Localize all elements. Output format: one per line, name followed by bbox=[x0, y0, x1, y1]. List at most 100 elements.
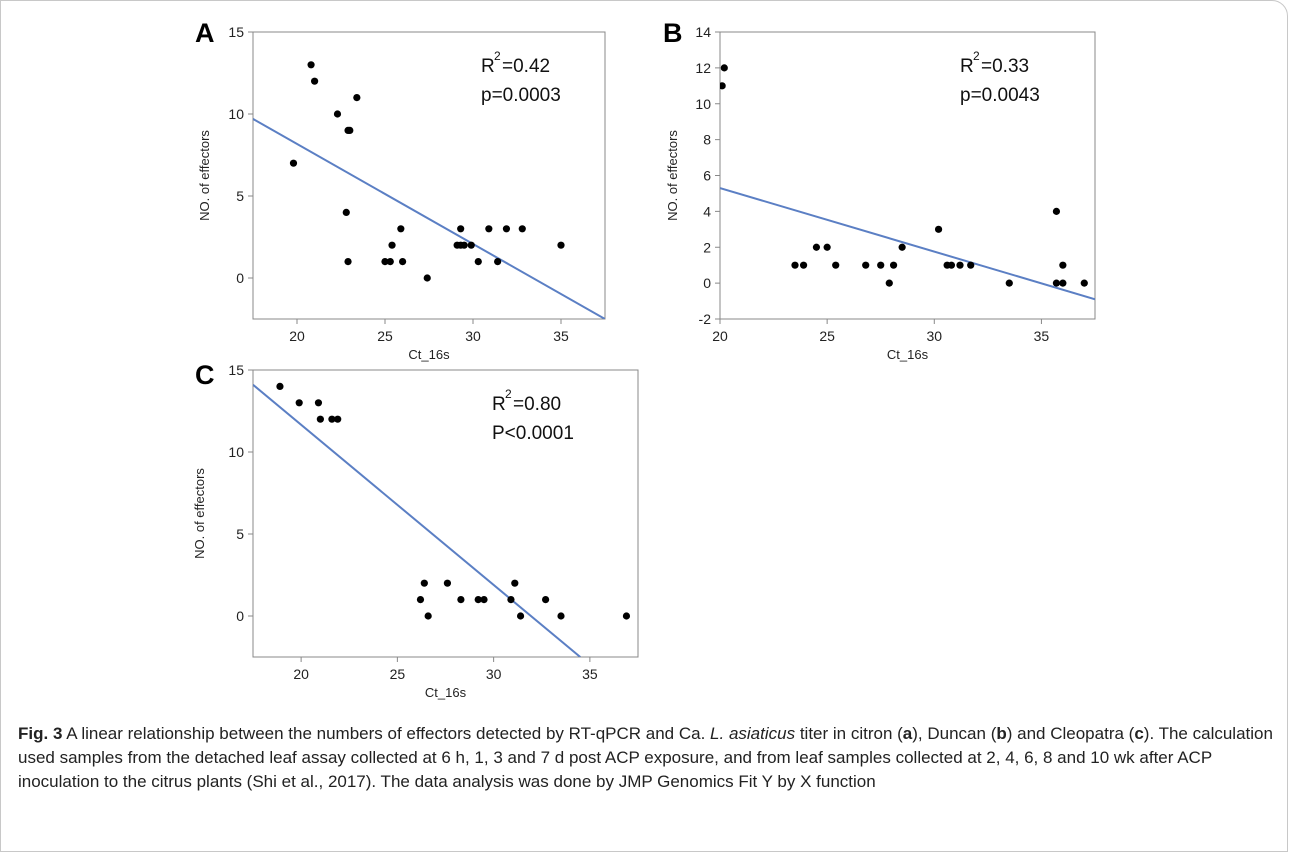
data-point bbox=[877, 261, 885, 269]
data-point bbox=[314, 399, 323, 407]
caption-text-4: ) and Cleopatra ( bbox=[1006, 724, 1135, 743]
data-point bbox=[557, 612, 565, 620]
x-tick-label: 25 bbox=[819, 328, 835, 344]
x-tick-label: 30 bbox=[486, 666, 502, 682]
data-point bbox=[1059, 261, 1067, 269]
data-point bbox=[967, 261, 975, 269]
r2-value: =0.33 bbox=[981, 56, 1029, 77]
r2-superscript: 2 bbox=[505, 387, 512, 401]
data-point bbox=[397, 225, 405, 233]
y-tick-label: 8 bbox=[703, 132, 711, 148]
y-axis-title: NO. of effectors bbox=[192, 468, 207, 559]
data-point bbox=[344, 258, 352, 266]
panel-c: 20 25 30 35 0 5 10 15 Ct_16s NO. of effectors R 2 =0… bbox=[190, 360, 640, 700]
data-point bbox=[399, 258, 407, 266]
data-point bbox=[1080, 279, 1088, 287]
data-point bbox=[457, 596, 465, 604]
y-tick-label: 10 bbox=[228, 106, 244, 122]
x-tick-label: 20 bbox=[712, 328, 728, 344]
data-point bbox=[889, 261, 898, 269]
caption-ref-b: b bbox=[996, 724, 1007, 743]
y-tick-label: 0 bbox=[236, 270, 244, 286]
data-point bbox=[720, 64, 728, 72]
data-point bbox=[467, 241, 475, 249]
data-point bbox=[947, 261, 956, 269]
data-point bbox=[823, 243, 831, 251]
fit-line bbox=[253, 383, 581, 657]
data-point bbox=[443, 579, 452, 587]
r2-value: =0.80 bbox=[513, 394, 561, 415]
data-point bbox=[457, 225, 465, 233]
data-point bbox=[381, 258, 389, 266]
y-tick-label: 4 bbox=[703, 203, 711, 219]
x-axis-title: Ct_16s bbox=[425, 685, 467, 700]
data-point bbox=[622, 612, 631, 620]
y-tick-label: 6 bbox=[703, 168, 711, 184]
data-point bbox=[346, 126, 354, 134]
data-point bbox=[494, 258, 502, 266]
x-tick-label: 35 bbox=[1034, 328, 1050, 344]
caption-fig-label: Fig. 3 bbox=[18, 724, 63, 743]
data-point bbox=[316, 415, 324, 423]
data-point bbox=[799, 261, 808, 269]
data-point bbox=[542, 596, 550, 604]
caption-text-3: ), Duncan ( bbox=[912, 724, 997, 743]
data-point bbox=[832, 261, 840, 269]
y-tick-label: 10 bbox=[695, 96, 711, 112]
r2-label: R bbox=[492, 394, 506, 415]
r2-label: R bbox=[481, 56, 495, 77]
x-axis-title: Ct_16s bbox=[887, 347, 929, 362]
data-point bbox=[333, 110, 342, 118]
plot-frame bbox=[252, 369, 639, 658]
data-point bbox=[557, 241, 565, 249]
data-point bbox=[934, 225, 943, 233]
data-point bbox=[812, 243, 821, 251]
data-point bbox=[862, 261, 870, 269]
y-tick-label: 0 bbox=[703, 275, 711, 291]
fit-line bbox=[720, 187, 1095, 301]
y-tick-label: 15 bbox=[228, 362, 244, 378]
data-point bbox=[791, 261, 799, 269]
x-tick-label: 25 bbox=[377, 328, 393, 344]
data-point bbox=[885, 279, 893, 287]
r2-superscript: 2 bbox=[973, 49, 980, 63]
data-point bbox=[898, 243, 906, 251]
chart-a-svg: 20 25 30 35 0 5 10 15 Ct_16s NO. of effectors R 2 =0… bbox=[197, 24, 606, 362]
y-tick-label: 5 bbox=[236, 526, 244, 542]
y-axis-title: NO. of effectors bbox=[197, 130, 212, 221]
panel-a-letter: A bbox=[195, 18, 215, 48]
plot-frame bbox=[719, 31, 1096, 320]
x-tick-label: 20 bbox=[293, 666, 309, 682]
data-point bbox=[386, 258, 394, 266]
data-point bbox=[311, 77, 319, 85]
y-tick-label: -2 bbox=[699, 311, 712, 327]
data-point bbox=[307, 61, 315, 69]
y-tick-label: 5 bbox=[236, 188, 244, 204]
data-point bbox=[420, 579, 428, 587]
data-point bbox=[388, 241, 396, 249]
data-point bbox=[1059, 279, 1067, 287]
caption-text-1: A linear relationship between the number… bbox=[62, 724, 711, 743]
data-point bbox=[1052, 207, 1061, 215]
panel-b-letter: B bbox=[663, 18, 683, 48]
data-point bbox=[474, 258, 482, 266]
data-point bbox=[342, 208, 350, 216]
data-point bbox=[518, 225, 526, 233]
data-point bbox=[502, 225, 511, 233]
x-tick-label: 25 bbox=[390, 666, 406, 682]
data-point bbox=[1052, 279, 1061, 287]
data-point bbox=[460, 241, 468, 249]
y-tick-label: 0 bbox=[236, 608, 244, 624]
caption-ref-c: c bbox=[1134, 724, 1144, 743]
data-point bbox=[485, 225, 493, 233]
fit-line bbox=[253, 118, 605, 319]
data-point bbox=[720, 82, 726, 90]
data-point bbox=[1005, 279, 1013, 287]
y-tick-label: 10 bbox=[228, 444, 244, 460]
caption-species: L. asiaticus bbox=[710, 724, 796, 743]
data-point bbox=[423, 274, 431, 282]
data-point bbox=[516, 612, 525, 620]
data-point bbox=[956, 261, 964, 269]
data-point bbox=[353, 94, 361, 102]
